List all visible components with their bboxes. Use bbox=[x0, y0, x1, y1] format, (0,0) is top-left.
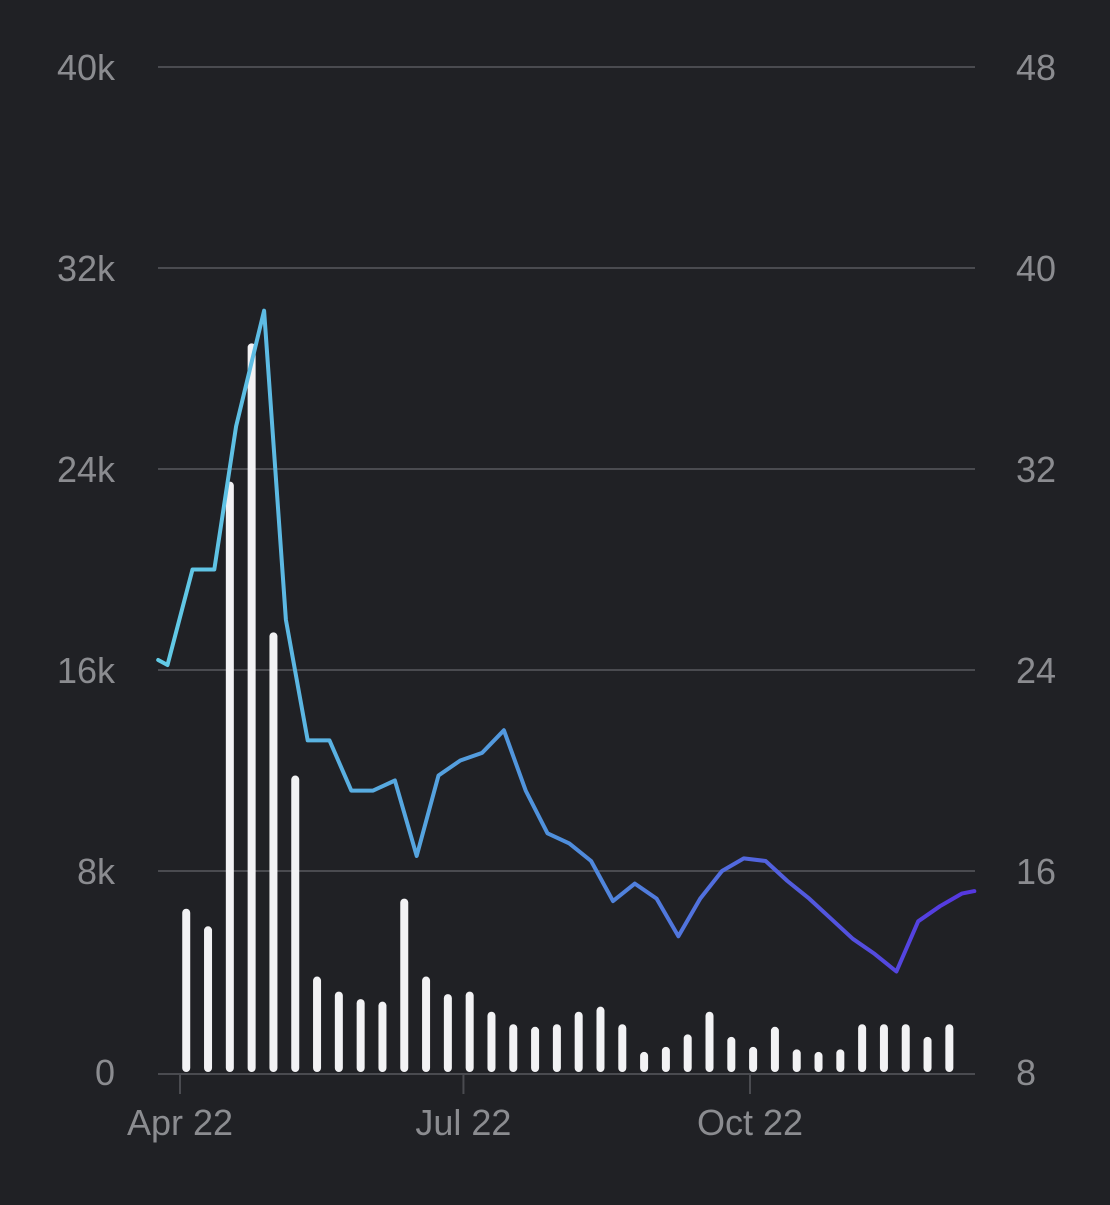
bar bbox=[749, 1047, 757, 1072]
bar bbox=[466, 992, 474, 1072]
line-path bbox=[158, 311, 974, 972]
bar bbox=[575, 1012, 583, 1072]
bar bbox=[815, 1052, 823, 1072]
left-y-tick-label: 40k bbox=[57, 47, 116, 88]
bar bbox=[793, 1049, 801, 1072]
bar bbox=[378, 1002, 386, 1072]
left-y-tick-label: 16k bbox=[57, 650, 116, 691]
bar bbox=[204, 926, 212, 1072]
x-axis: Apr 22 Jul 22 Oct 22 bbox=[127, 1074, 975, 1143]
right-y-tick-label: 16 bbox=[1016, 851, 1056, 892]
bar bbox=[771, 1027, 779, 1072]
left-y-tick-label: 8k bbox=[77, 851, 116, 892]
right-y-tick-label: 24 bbox=[1016, 650, 1056, 691]
bar bbox=[487, 1012, 495, 1072]
left-y-tick-label: 0 bbox=[95, 1052, 115, 1093]
bar bbox=[880, 1024, 888, 1072]
bar bbox=[509, 1024, 517, 1072]
bar bbox=[226, 482, 234, 1072]
bar bbox=[902, 1024, 910, 1072]
bar bbox=[553, 1024, 561, 1072]
right-y-tick-label: 32 bbox=[1016, 449, 1056, 490]
x-tick-label: Jul 22 bbox=[415, 1102, 511, 1143]
bar bbox=[269, 632, 277, 1072]
bar bbox=[836, 1049, 844, 1072]
bar bbox=[618, 1024, 626, 1072]
bar bbox=[640, 1052, 648, 1072]
bar bbox=[444, 994, 452, 1072]
left-y-tick-label: 32k bbox=[57, 248, 116, 289]
x-tick-label: Apr 22 bbox=[127, 1102, 233, 1143]
right-y-tick-label: 48 bbox=[1016, 47, 1056, 88]
bar bbox=[182, 909, 190, 1072]
bar bbox=[684, 1034, 692, 1072]
bar bbox=[400, 899, 408, 1072]
bar bbox=[596, 1007, 604, 1072]
bar bbox=[924, 1037, 932, 1072]
bar bbox=[858, 1024, 866, 1072]
bar bbox=[727, 1037, 735, 1072]
bar bbox=[313, 977, 321, 1072]
bar bbox=[357, 999, 365, 1072]
bar bbox=[531, 1027, 539, 1072]
bar bbox=[945, 1024, 953, 1072]
left-y-tick-label: 24k bbox=[57, 449, 116, 490]
bar bbox=[335, 992, 343, 1072]
gridlines bbox=[158, 67, 975, 871]
x-tick-label: Oct 22 bbox=[697, 1102, 803, 1143]
bar bbox=[291, 776, 299, 1072]
right-y-tick-label: 8 bbox=[1016, 1052, 1036, 1093]
line-series bbox=[158, 311, 974, 972]
bar bbox=[422, 977, 430, 1072]
bar bbox=[248, 343, 256, 1072]
right-y-axis: 8 16 24 32 40 48 bbox=[1016, 47, 1056, 1093]
bar bbox=[662, 1047, 670, 1072]
bar bbox=[706, 1012, 714, 1072]
left-y-axis: 0 8k 16k 24k 32k 40k bbox=[57, 47, 116, 1093]
bar-series bbox=[182, 343, 953, 1072]
right-y-tick-label: 40 bbox=[1016, 248, 1056, 289]
